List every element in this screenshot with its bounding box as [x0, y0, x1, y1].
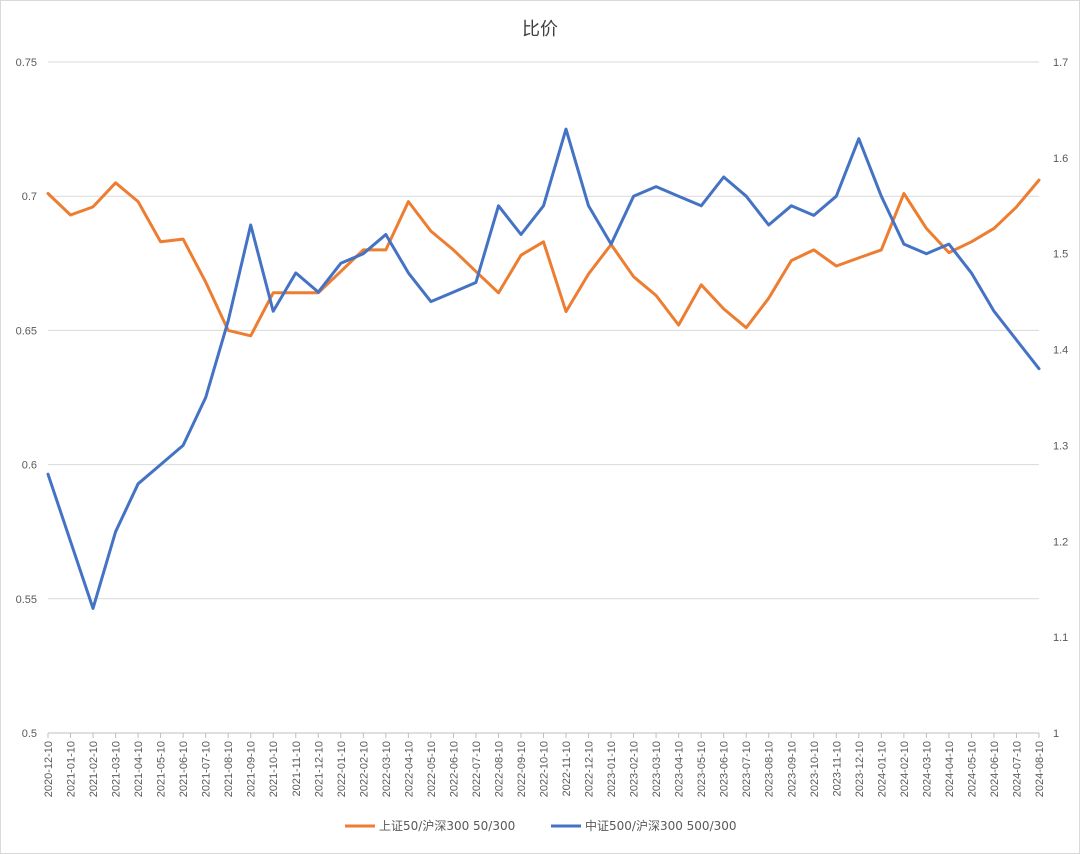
right-tick-label: 1.5 [1053, 249, 1068, 261]
x-tick-label: 2021-03-10 [111, 741, 123, 797]
x-tick-label: 2023-02-10 [629, 741, 641, 797]
x-tick-label: 2020-12-10 [43, 741, 55, 797]
left-tick-label: 0.5 [22, 728, 37, 740]
x-tick-label: 2023-10-10 [809, 741, 821, 797]
x-tick-label: 2022-08-10 [493, 741, 505, 797]
left-tick-label: 0.65 [16, 325, 37, 337]
x-tick-label: 2022-09-10 [516, 741, 528, 797]
x-tick-label: 2024-07-10 [1011, 741, 1023, 797]
right-tick-label: 1.2 [1053, 536, 1068, 548]
x-tick-label: 2023-07-10 [741, 741, 753, 797]
right-tick-label: 1.3 [1053, 440, 1068, 452]
x-tick-label: 2022-03-10 [381, 741, 393, 797]
x-tick-label: 2023-05-10 [696, 741, 708, 797]
right-tick-label: 1.6 [1053, 153, 1068, 165]
series-line-2 [46, 127, 1041, 610]
series-line-1 [46, 178, 1041, 338]
x-tick-label: 2021-05-10 [156, 741, 168, 797]
x-tick-label: 2022-11-10 [561, 741, 573, 796]
x-tick-label: 2021-12-10 [313, 741, 325, 797]
right-tick-label: 1 [1053, 728, 1059, 740]
right-tick-label: 1.4 [1053, 345, 1068, 357]
x-tick-label: 2023-12-10 [854, 741, 866, 797]
x-tick-label: 2024-06-10 [989, 741, 1001, 797]
x-tick-label: 2022-06-10 [448, 741, 460, 797]
x-tick-label: 2023-11-10 [831, 741, 843, 796]
x-tick-label: 2022-01-10 [336, 741, 348, 797]
series-layer [46, 127, 1041, 610]
left-axis-ticks: 0.5 0.55 0.6 0.65 0.7 0.75 [16, 57, 37, 740]
x-tick-label: 2024-04-10 [944, 741, 956, 797]
x-tick-label: 2022-10-10 [539, 741, 551, 797]
x-tick-label: 2024-03-10 [921, 741, 933, 797]
x-tick-label: 2024-01-10 [876, 741, 888, 797]
x-tick-label: 2023-03-10 [651, 741, 663, 797]
x-tick-label: 2022-12-10 [584, 741, 596, 797]
chart-title: 比价 [522, 19, 558, 40]
legend: 上证50/沪深300 50/300 中证500/沪深300 500/300 [345, 818, 737, 833]
x-tick-label: 2021-07-10 [201, 741, 213, 797]
left-tick-label: 0.7 [22, 191, 37, 203]
right-tick-label: 1.7 [1053, 57, 1068, 69]
right-tick-label: 1.1 [1053, 632, 1068, 644]
x-tick-label: 2022-05-10 [426, 741, 438, 797]
left-tick-label: 0.75 [16, 57, 37, 69]
x-tick-label: 2023-04-10 [674, 741, 686, 797]
x-tick-label: 2023-09-10 [786, 741, 798, 797]
x-tick-label: 2021-04-10 [133, 741, 145, 797]
x-tick-label: 2021-01-10 [66, 741, 78, 797]
left-tick-label: 0.55 [16, 594, 37, 606]
legend-label-2: 中证500/沪深300 500/300 [585, 818, 737, 833]
left-tick-label: 0.6 [22, 460, 37, 472]
x-tick-label: 2021-06-10 [178, 741, 190, 797]
x-tick-label: 2021-02-10 [88, 741, 100, 797]
right-axis-ticks: 1 1.1 1.2 1.3 1.4 1.5 1.6 1.7 [1053, 57, 1068, 740]
legend-label-1: 上证50/沪深300 50/300 [379, 819, 515, 833]
x-tick-label: 2021-09-10 [246, 741, 258, 797]
x-tick-label: 2021-10-10 [268, 741, 280, 797]
x-tick-label: 2024-02-10 [899, 741, 911, 797]
x-tick-label: 2023-08-10 [764, 741, 776, 797]
x-tick-label: 2022-02-10 [358, 741, 370, 797]
x-axis: 2020-12-10 2021-01-10 2021-02-10 2021-03-10… [43, 732, 1046, 797]
gridlines [48, 61, 1039, 734]
x-tick-label: 2021-08-10 [223, 741, 235, 797]
x-tick-label: 2023-06-10 [719, 741, 731, 797]
x-tick-label: 2024-08-10 [1034, 741, 1046, 797]
x-tick-label: 2022-07-10 [471, 741, 483, 797]
x-tick-label: 2022-04-10 [403, 741, 415, 797]
x-tick-label: 2023-01-10 [606, 741, 618, 797]
x-tick-label: 2021-11-10 [291, 741, 303, 796]
x-tick-label: 2024-05-10 [966, 741, 978, 797]
